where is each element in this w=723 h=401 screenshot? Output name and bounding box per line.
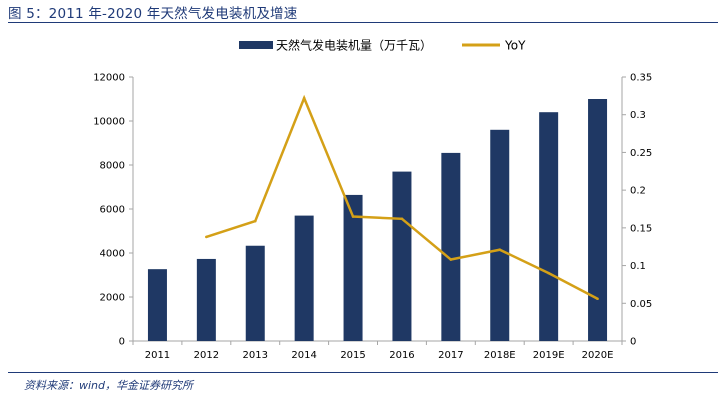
yoy-point-2015 bbox=[351, 215, 355, 218]
yoy-point-2020E bbox=[596, 297, 599, 301]
bar-2015 bbox=[343, 194, 363, 341]
x-tick-label: 2017 bbox=[438, 350, 463, 361]
yoy-point-2012 bbox=[205, 235, 208, 239]
left-tick-label: 8000 bbox=[100, 161, 125, 172]
bar-2014 bbox=[294, 215, 314, 341]
yoy-point-2019E bbox=[547, 271, 550, 275]
left-tick-label: 0 bbox=[119, 337, 125, 348]
bar-2013 bbox=[245, 245, 265, 341]
yoy-series bbox=[205, 94, 599, 301]
bar-2017 bbox=[441, 152, 461, 341]
x-tick-label: 2012 bbox=[194, 350, 219, 361]
x-tick-label: 2015 bbox=[340, 350, 365, 361]
x-tick-label: 2020E bbox=[582, 350, 614, 361]
left-tick-label: 4000 bbox=[100, 249, 125, 260]
legend: 天然气发电装机量（万千瓦） YoY bbox=[239, 38, 526, 53]
left-tick-label: 6000 bbox=[100, 205, 125, 216]
x-tick-label: 2014 bbox=[291, 350, 316, 361]
figure-title: 图 5：2011 年-2020 年天然气发电装机及增速 bbox=[8, 6, 298, 22]
left-tick-label: 12000 bbox=[93, 73, 125, 84]
bar-2019E bbox=[539, 112, 559, 341]
title-divider bbox=[8, 22, 718, 23]
bar-2016 bbox=[392, 171, 412, 341]
figure-source: 资料来源：wind，华金证券研究所 bbox=[24, 379, 194, 392]
legend-bar-swatch bbox=[239, 41, 273, 49]
bar-series bbox=[147, 99, 608, 341]
right-tick-label: 0.05 bbox=[630, 299, 652, 310]
left-tick-label: 10000 bbox=[93, 117, 125, 128]
left-tick-label: 2000 bbox=[100, 293, 125, 304]
x-tick-label: 2018E bbox=[484, 350, 516, 361]
x-tick-label: 2011 bbox=[145, 350, 170, 361]
x-tick-label: 2019E bbox=[533, 350, 565, 361]
right-tick-label: 0.3 bbox=[630, 110, 646, 121]
bar-2018E bbox=[490, 129, 510, 341]
bar-2020E bbox=[588, 99, 608, 341]
bar-2012 bbox=[196, 258, 216, 341]
yoy-point-2016 bbox=[400, 217, 404, 221]
bar-2011 bbox=[147, 269, 167, 341]
source-divider bbox=[8, 372, 718, 373]
legend-line-label: YoY bbox=[504, 39, 526, 53]
legend-bar-label: 天然气发电装机量（万千瓦） bbox=[276, 38, 432, 53]
right-tick-label: 0.35 bbox=[630, 73, 652, 84]
right-tick-label: 0 bbox=[630, 337, 636, 348]
yoy-point-2014 bbox=[302, 96, 306, 100]
yoy-point-2013 bbox=[253, 219, 257, 223]
right-tick-label: 0.15 bbox=[630, 223, 652, 234]
x-tick-label: 2016 bbox=[389, 350, 414, 361]
yoy-point-2017 bbox=[449, 258, 453, 261]
x-tick-label: 2013 bbox=[243, 350, 268, 361]
right-tick-label: 0.1 bbox=[630, 261, 646, 272]
yoy-point-2018E bbox=[498, 248, 502, 252]
right-tick-label: 0.2 bbox=[630, 186, 646, 197]
right-tick-label: 0.25 bbox=[630, 148, 652, 159]
